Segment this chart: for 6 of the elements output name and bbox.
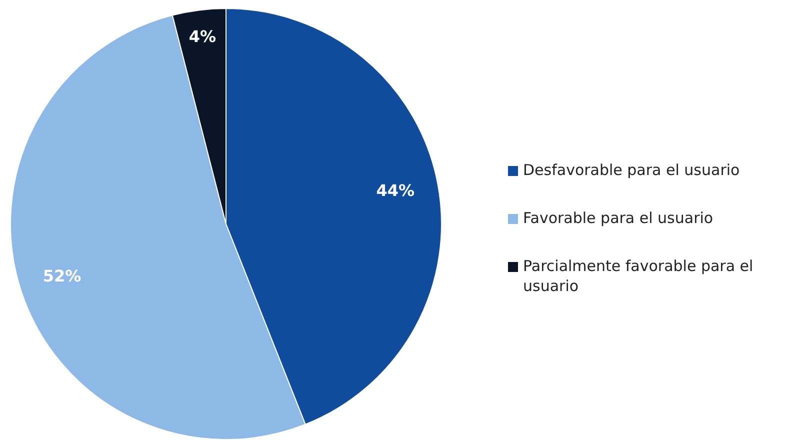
data-label: 44% bbox=[376, 180, 414, 200]
data-label: 4% bbox=[188, 27, 216, 46]
legend-label: Parcialmente favorable para el usuario bbox=[523, 256, 754, 296]
legend-label: Favorable para el usuario bbox=[523, 208, 714, 228]
data-label: 52% bbox=[42, 266, 82, 286]
legend-label: Desfavorable para el usuario bbox=[523, 160, 740, 180]
